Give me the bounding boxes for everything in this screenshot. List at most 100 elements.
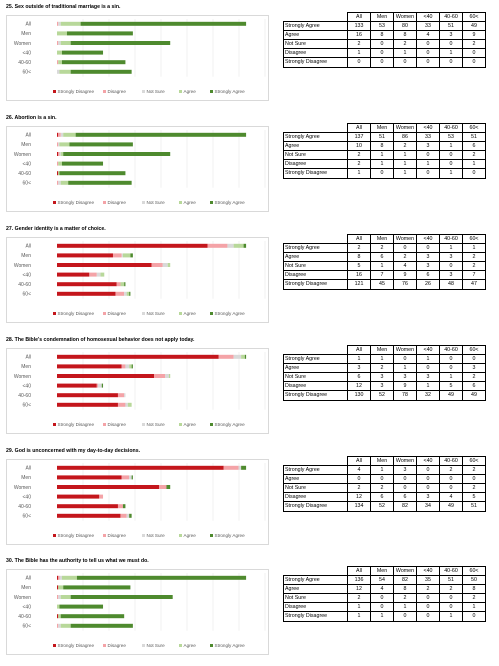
table-cell: 33 [416, 132, 440, 143]
legend-label: Agree [184, 200, 197, 205]
table-cell: 4 [370, 584, 394, 595]
table-cell: 0 [416, 168, 440, 179]
bar-segment [227, 243, 234, 248]
table-cell: 2 [439, 584, 463, 595]
table-cell: 54 [370, 575, 394, 586]
column-header: <40 [416, 565, 440, 577]
legend-label: Not Sure [147, 422, 166, 427]
table-cell: 2 [462, 39, 486, 50]
bar-segment [125, 402, 128, 407]
bar-segment [151, 263, 163, 267]
table-cell: 2 [370, 483, 394, 494]
table-corner [284, 346, 348, 355]
category-label: Men [21, 142, 31, 148]
table-row: Disagree 12 3 9 1 5 6 [283, 381, 486, 392]
legend-label: Strongly Disagree [58, 200, 95, 205]
bar-segment [76, 575, 247, 580]
response-table: All Men Women <40 40-60 60< Strongly Agree 136 5… [283, 565, 486, 622]
table-row: Strongly Disagree 1 0 1 0 1 0 [283, 168, 486, 179]
response-table: All Men Women <40 40-60 60< Strongly Agree 1 1 0 1… [283, 344, 486, 401]
table-cell: 52 [370, 501, 394, 512]
column-header: 60< [462, 11, 486, 23]
question-title: 30. The Bible has the authority to tell … [6, 558, 149, 564]
category-label: Women [14, 152, 31, 158]
table-cell: 134 [347, 501, 371, 512]
bar-segment [57, 21, 59, 26]
column-header: 40-60 [439, 11, 463, 23]
legend-label: Strongly Disagree [58, 643, 95, 648]
table-cell: 51 [439, 21, 463, 32]
table-row: Strongly Disagree 121 45 76 26 48 47 [283, 279, 486, 290]
legend-swatch [179, 312, 182, 315]
legend-label: Not Sure [147, 533, 166, 538]
category-label: 40-60 [18, 393, 31, 399]
table-cell: 2 [347, 150, 371, 161]
row-label: Strongly Disagree [283, 168, 348, 179]
table-row: Strongly Agree 133 53 80 33 51 49 [283, 21, 486, 32]
table-cell: 1 [347, 602, 371, 613]
bar-segment [129, 513, 132, 518]
column-header: Women [393, 11, 417, 23]
table-cell: 49 [462, 390, 486, 401]
table-cell: 2 [393, 593, 417, 604]
table-cell: 2 [370, 243, 394, 254]
bar-segment [60, 623, 71, 628]
table-cell: 0 [393, 483, 417, 494]
table-cell: 5 [439, 381, 463, 392]
bar-segment [125, 364, 130, 369]
column-header: All [347, 11, 371, 23]
table-cell: 51 [462, 501, 486, 512]
bar-segment [61, 50, 104, 55]
row-label: Strongly Agree [283, 21, 348, 32]
bar-segment [57, 60, 59, 65]
legend-label: Disagree [108, 311, 127, 316]
bar-segment [117, 402, 126, 407]
column-header: Women [393, 455, 417, 467]
legend-label: Agree [184, 533, 197, 538]
bar-segment [57, 494, 100, 499]
table-row: Not Sure 2 2 0 0 0 2 [283, 483, 486, 494]
bar-segment [57, 623, 59, 628]
table-cell: 0 [370, 48, 394, 59]
bar-segment [57, 485, 160, 489]
bar-segment [60, 132, 64, 137]
row-label: Agree [283, 30, 348, 41]
column-header: Women [393, 122, 417, 134]
category-label: Men [21, 253, 31, 259]
table-cell: 51 [370, 132, 394, 143]
question-title: 28. The Bible's condemnation of homosexu… [6, 337, 195, 343]
table-cell: 53 [439, 132, 463, 143]
legend-swatch [53, 534, 56, 537]
table-row: Disagree 16 7 9 6 3 7 [283, 270, 486, 281]
table-cell: 12 [347, 584, 371, 595]
bar-segment [89, 272, 97, 277]
legend-swatch [103, 90, 106, 93]
table-cell: 0 [416, 243, 440, 254]
category-label: <40 [23, 383, 32, 389]
column-header: Women [393, 233, 417, 245]
legend-label: Strongly Disagree [58, 533, 95, 538]
table-cell: 3 [439, 270, 463, 281]
bar-segment [131, 364, 133, 369]
table-cell: 1 [439, 141, 463, 152]
bar-segment [57, 161, 59, 166]
bar-segment [57, 152, 59, 156]
table-cell: 133 [347, 21, 371, 32]
table-cell: 1 [416, 381, 440, 392]
bar-segment [70, 69, 132, 74]
bar-segment [244, 354, 247, 359]
table-cell: 4 [393, 261, 417, 272]
table-cell: 50 [462, 575, 486, 586]
table-row: Strongly Agree 4 1 3 0 2 2 [283, 465, 486, 476]
legend-label: Strongly Agree [215, 643, 246, 648]
bar-segment [96, 383, 99, 388]
table-cell: 53 [370, 21, 394, 32]
bar-segment [80, 21, 247, 26]
table-cell: 0 [370, 57, 394, 68]
category-label: All [25, 244, 31, 250]
bar-segment [58, 595, 61, 599]
legend-label: Disagree [108, 422, 127, 427]
table-cell: 0 [439, 474, 463, 485]
bar-segment [241, 465, 247, 470]
column-header: 60< [462, 455, 486, 467]
